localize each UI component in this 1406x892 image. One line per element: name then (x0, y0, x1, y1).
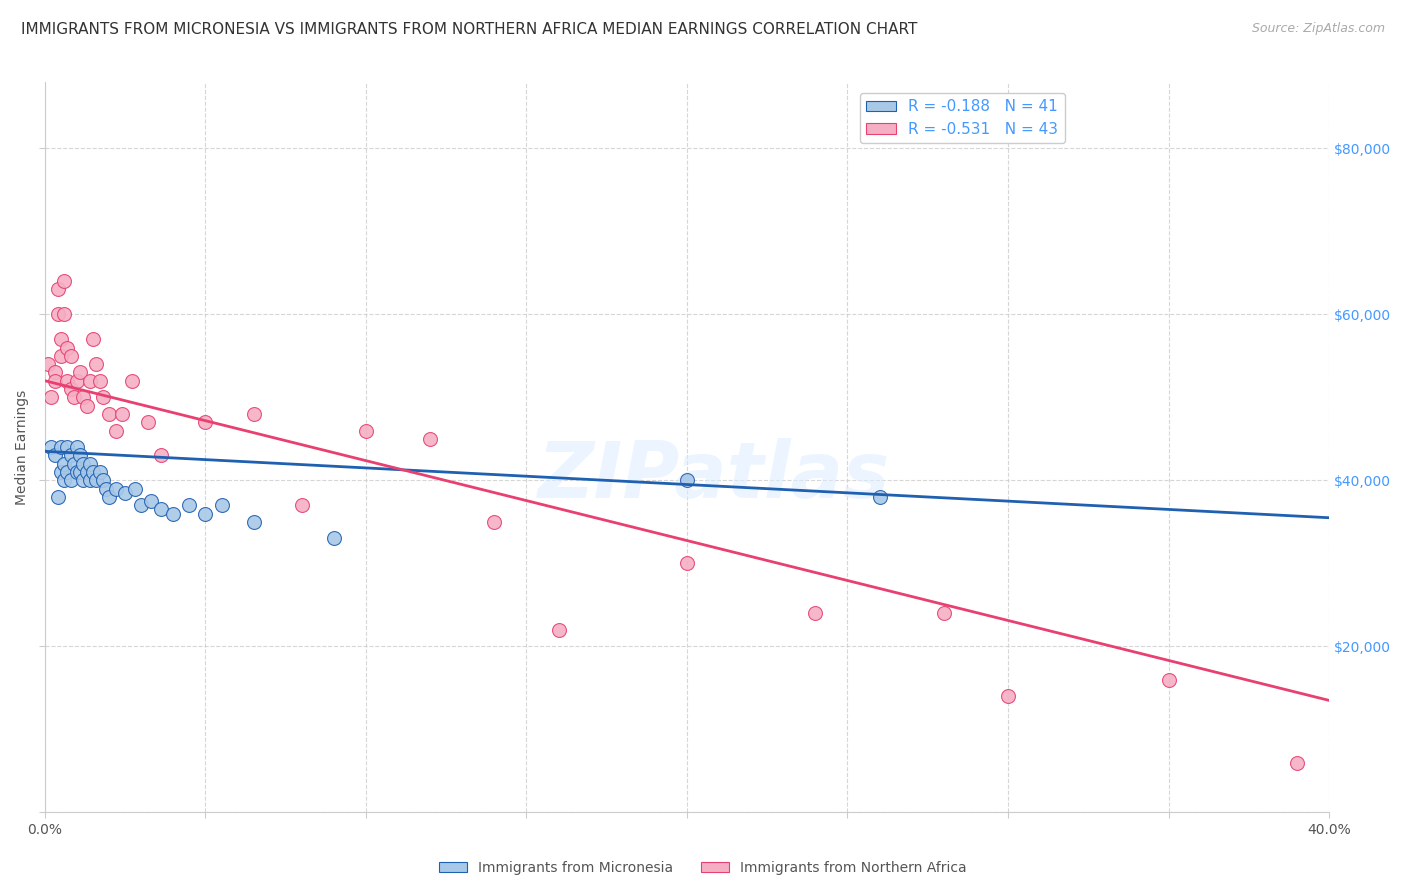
Point (59, 449, 82, 463)
Point (676, 557, 699, 571)
Point (79, 474, 101, 488)
Text: Source: ZipAtlas.com: Source: ZipAtlas.com (1251, 22, 1385, 36)
Point (86, 474, 108, 488)
Point (49, 349, 72, 363)
Point (104, 424, 127, 438)
Point (179, 498, 201, 512)
Point (149, 502, 172, 516)
Point (66, 440, 89, 454)
Legend: Immigrants from Micronesia, Immigrants from Northern Africa: Immigrants from Micronesia, Immigrants f… (434, 855, 972, 880)
Point (56, 374, 79, 388)
Point (49, 465, 72, 479)
Point (59, 349, 82, 363)
Point (72, 474, 94, 488)
Point (72, 457, 94, 471)
Point (76, 399, 98, 413)
Point (53, 274, 76, 288)
Point (322, 532, 344, 546)
Point (69, 449, 91, 463)
Y-axis label: Median Earnings: Median Earnings (15, 390, 30, 505)
Point (46, 282, 69, 296)
Point (484, 515, 506, 529)
Point (56, 440, 79, 454)
Point (211, 498, 233, 512)
Point (136, 415, 159, 429)
Point (79, 457, 101, 471)
Point (1285, 756, 1308, 770)
Point (869, 490, 891, 504)
Point (91, 474, 114, 488)
Point (66, 465, 89, 479)
Point (129, 498, 152, 512)
Point (242, 515, 264, 529)
Point (104, 482, 127, 496)
Point (63, 390, 86, 404)
Point (59, 474, 82, 488)
Point (194, 507, 217, 521)
Point (56, 341, 79, 355)
Point (124, 482, 146, 496)
Point (66, 374, 89, 388)
Point (69, 465, 91, 479)
Point (63, 457, 86, 471)
Point (76, 465, 98, 479)
Point (139, 494, 162, 508)
Point (46, 490, 69, 504)
Point (98, 490, 121, 504)
Point (419, 432, 441, 446)
Point (89, 465, 111, 479)
Point (932, 606, 955, 620)
Point (37, 357, 59, 371)
Point (82, 332, 104, 346)
Point (79, 374, 101, 388)
Point (242, 407, 264, 421)
Legend: R = -0.188   N = 41, R = -0.531   N = 43: R = -0.188 N = 41, R = -0.531 N = 43 (859, 93, 1064, 143)
Point (91, 390, 114, 404)
Point (56, 465, 79, 479)
Point (72, 390, 94, 404)
Point (44, 366, 66, 380)
Point (111, 407, 134, 421)
Point (194, 415, 217, 429)
Point (1157, 673, 1180, 687)
Point (49, 440, 72, 454)
Point (41, 440, 63, 454)
Point (94, 482, 117, 496)
Point (291, 498, 314, 512)
Point (89, 374, 111, 388)
Point (547, 623, 569, 637)
Point (53, 457, 76, 471)
Point (59, 382, 82, 396)
Point (676, 474, 699, 488)
Point (804, 606, 827, 620)
Text: IMMIGRANTS FROM MICRONESIA VS IMMIGRANTS FROM NORTHERN AFRICA MEDIAN EARNINGS CO: IMMIGRANTS FROM MICRONESIA VS IMMIGRANTS… (21, 22, 918, 37)
Point (82, 465, 104, 479)
Point (121, 374, 143, 388)
Text: ZIPatlas: ZIPatlas (537, 438, 889, 515)
Point (53, 474, 76, 488)
Point (354, 424, 377, 438)
Point (162, 507, 184, 521)
Point (44, 449, 66, 463)
Point (44, 374, 66, 388)
Point (49, 332, 72, 346)
Point (997, 690, 1019, 704)
Point (53, 307, 76, 321)
Point (69, 366, 91, 380)
Point (98, 407, 121, 421)
Point (41, 390, 63, 404)
Point (149, 449, 172, 463)
Point (86, 357, 108, 371)
Point (114, 486, 136, 500)
Point (46, 307, 69, 321)
